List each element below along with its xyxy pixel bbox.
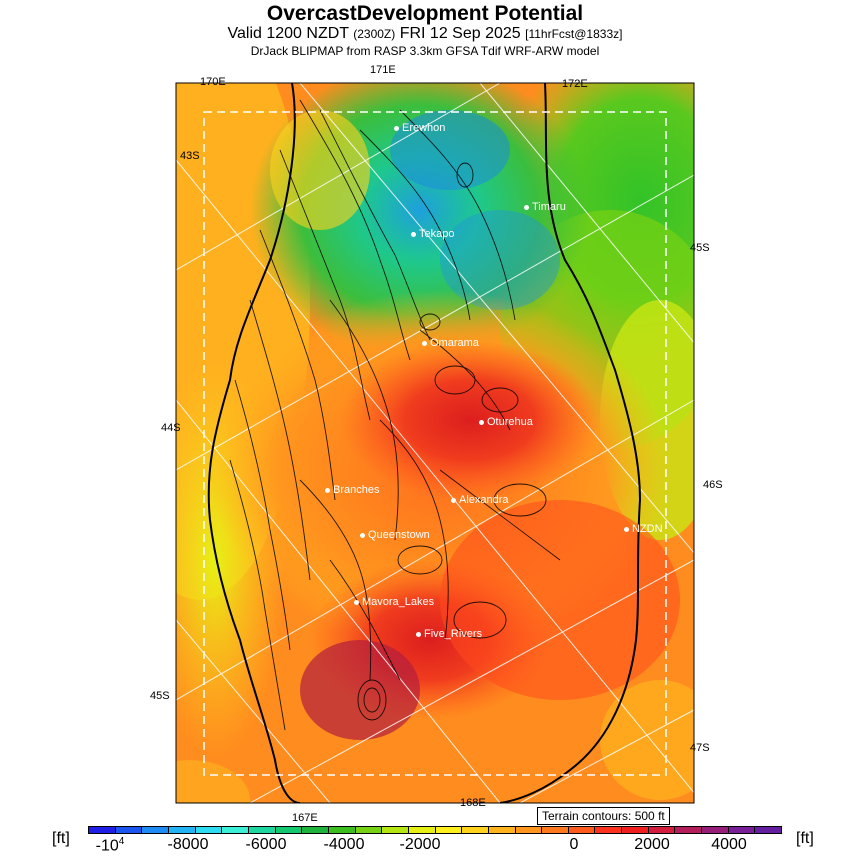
chart-title: OvercastDevelopment Potential bbox=[266, 2, 584, 25]
legend-unit-left: [ft] bbox=[52, 830, 70, 847]
legend-tick-value: -10 bbox=[95, 837, 119, 855]
legend-color-cell bbox=[115, 827, 143, 833]
legend-color-cell bbox=[488, 827, 516, 833]
town-five-rivers: Five_Rivers bbox=[416, 628, 482, 640]
town-oturehua: Oturehua bbox=[479, 416, 533, 428]
town-label: Tekapo bbox=[419, 228, 455, 240]
town-marker bbox=[354, 599, 359, 605]
legend-tick: -4000 bbox=[323, 836, 365, 853]
legend-color-cell bbox=[648, 827, 676, 833]
legend-color-cell bbox=[195, 827, 223, 833]
legend-color-cell bbox=[142, 827, 169, 833]
lat-label-45s-right: 45S bbox=[690, 242, 710, 254]
town-label: Branches bbox=[333, 484, 380, 496]
town-marker bbox=[624, 526, 629, 532]
town-label: Alexandra bbox=[459, 494, 509, 506]
legend-color-cell bbox=[302, 827, 329, 833]
town-label: Timaru bbox=[532, 201, 566, 213]
legend-color-cell bbox=[622, 827, 649, 833]
color-legend bbox=[88, 826, 782, 834]
town-queenstown: Queenstown bbox=[360, 529, 430, 541]
lat-label-47s: 47S bbox=[690, 742, 710, 754]
legend-color-cell bbox=[515, 827, 543, 833]
legend-color-cell bbox=[328, 827, 356, 833]
town-label: NZDN bbox=[632, 523, 663, 535]
legend-tick: 4000 bbox=[711, 836, 747, 853]
lat-label-43s: 43S bbox=[180, 150, 200, 162]
legend-tick: -8000 bbox=[167, 836, 209, 853]
town-label: Mavora_Lakes bbox=[362, 596, 435, 608]
town-omarama: Omarama bbox=[422, 337, 479, 349]
valid-time: Valid 1200 NZDT (2300Z) FRI 12 Sep 2025 … bbox=[0, 25, 850, 43]
valid-date: FRI 12 Sep 2025 bbox=[399, 25, 521, 42]
town-label: Queenstown bbox=[368, 529, 430, 541]
lon-label-170e: 170E bbox=[200, 76, 226, 88]
lat-label-44s: 44S bbox=[161, 422, 181, 434]
lat-label-46s: 46S bbox=[703, 479, 723, 491]
legend-color-cell bbox=[728, 827, 756, 833]
legend-color-cell bbox=[435, 827, 463, 833]
legend-tick: 0 bbox=[569, 836, 579, 853]
legend-color-cell bbox=[355, 827, 383, 833]
legend-tick-exponent: 4 bbox=[118, 836, 125, 847]
valid-utc: (2300Z) bbox=[353, 27, 396, 41]
legend-tick: -2000 bbox=[399, 836, 441, 853]
town-nzdn: NZDN bbox=[624, 523, 663, 535]
legend-color-cell bbox=[568, 827, 596, 833]
town-alexandra: Alexandra bbox=[451, 494, 509, 506]
town-label: Omarama bbox=[430, 337, 479, 349]
town-erewhon: Erewhon bbox=[394, 122, 445, 134]
legend-color-cell bbox=[702, 827, 729, 833]
town-marker bbox=[524, 204, 529, 210]
legend-unit-right: [ft] bbox=[796, 830, 814, 847]
legend-tick: -104 bbox=[96, 836, 125, 855]
legend-color-cell bbox=[168, 827, 196, 833]
town-label: Oturehua bbox=[487, 416, 533, 428]
legend-color-cell bbox=[542, 827, 569, 833]
valid-main: Valid 1200 NZDT bbox=[227, 25, 349, 42]
town-marker bbox=[416, 631, 421, 637]
legend-tick: 2000 bbox=[634, 836, 670, 853]
lon-label-171e: 171E bbox=[370, 64, 396, 76]
legend-tick: -6000 bbox=[245, 836, 287, 853]
legend-color-cell bbox=[382, 827, 409, 833]
town-tekapo: Tekapo bbox=[411, 228, 454, 240]
town-marker bbox=[479, 419, 484, 425]
model-source: DrJack BLIPMAP from RASP 3.3km GFSA Tdif… bbox=[250, 44, 600, 58]
legend-color-cell bbox=[89, 827, 116, 833]
legend-color-cell bbox=[222, 827, 249, 833]
terrain-contours bbox=[229, 99, 561, 731]
town-label: Five_Rivers bbox=[424, 628, 483, 640]
terrain-contours-note: Terrain contours: 500 ft bbox=[537, 807, 670, 825]
town-marker bbox=[394, 125, 399, 131]
town-mavora-lakes: Mavora_Lakes bbox=[354, 596, 434, 608]
town-marker bbox=[411, 231, 416, 237]
town-timaru: Timaru bbox=[524, 201, 566, 213]
legend-color-cell bbox=[275, 827, 303, 833]
town-marker bbox=[360, 532, 365, 538]
legend-color-cell bbox=[595, 827, 623, 833]
town-branches: Branches bbox=[325, 484, 379, 496]
legend-color-cell bbox=[462, 827, 489, 833]
town-marker bbox=[422, 340, 427, 346]
map-frame bbox=[175, 82, 695, 804]
town-marker bbox=[451, 497, 456, 503]
lon-label-168e: 168E bbox=[460, 797, 486, 809]
town-label: Erewhon bbox=[402, 122, 446, 134]
lat-label-45s-left: 45S bbox=[150, 690, 170, 702]
map-field bbox=[176, 83, 694, 803]
lon-label-172e: 172E bbox=[562, 78, 588, 90]
legend-color-cell bbox=[755, 827, 782, 833]
lon-label-167e: 167E bbox=[292, 812, 318, 824]
legend-color-cell bbox=[248, 827, 276, 833]
coastline bbox=[207, 83, 642, 803]
forecast-info: [11hrFcst@1833z] bbox=[525, 27, 623, 41]
legend-color-cell bbox=[408, 827, 436, 833]
town-marker bbox=[325, 487, 330, 493]
domain-boundary bbox=[203, 111, 667, 776]
legend-color-cell bbox=[675, 827, 703, 833]
